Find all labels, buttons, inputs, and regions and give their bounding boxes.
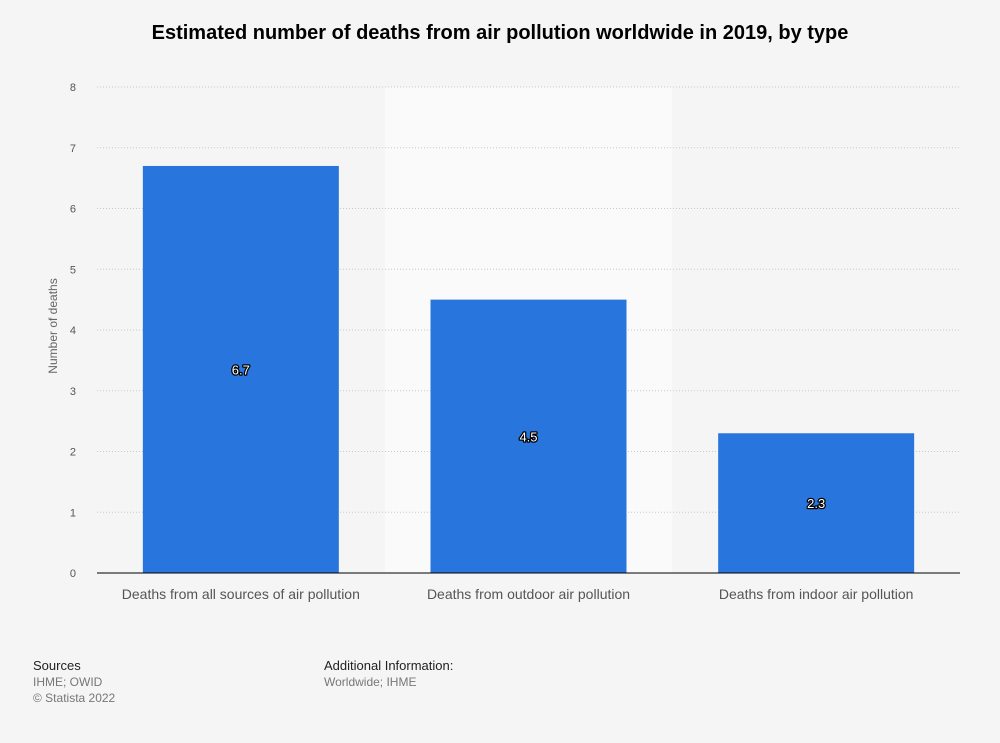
sources-block: Sources IHME; OWID © Statista 2022 <box>33 658 115 706</box>
data-label: 2.3 <box>807 496 825 511</box>
y-tick-label: 8 <box>70 82 76 94</box>
sources-text: IHME; OWID <box>33 675 103 689</box>
sources-heading: Sources <box>33 658 81 673</box>
chart-title: Estimated number of deaths from air poll… <box>151 22 849 44</box>
y-tick-label: 1 <box>70 507 76 519</box>
copyright-text: © Statista 2022 <box>33 691 116 705</box>
x-tick-label: Deaths from indoor air pollution <box>719 586 914 602</box>
y-tick-label: 0 <box>70 568 76 580</box>
bar <box>430 299 627 573</box>
bar <box>718 433 915 573</box>
data-label: 6.7 <box>232 362 250 377</box>
x-tick-label: Deaths from outdoor air pollution <box>427 586 630 602</box>
y-tick-label: 6 <box>70 204 76 216</box>
x-tick-label: Deaths from all sources of air pollution <box>122 586 360 602</box>
additional-info-heading: Additional Information: <box>324 658 454 673</box>
data-label: 4.5 <box>519 429 537 444</box>
y-tick-label: 4 <box>70 325 76 337</box>
y-tick-label: 3 <box>70 386 76 398</box>
y-tick-label: 7 <box>70 143 76 155</box>
y-tick-label: 5 <box>70 264 76 276</box>
additional-info-text: Worldwide; IHME <box>324 675 417 689</box>
y-tick-label: 2 <box>70 447 76 459</box>
additional-info-block: Additional Information: Worldwide; IHME <box>324 658 453 690</box>
y-axis-label: Number of deaths <box>46 278 60 373</box>
bar <box>142 165 339 573</box>
